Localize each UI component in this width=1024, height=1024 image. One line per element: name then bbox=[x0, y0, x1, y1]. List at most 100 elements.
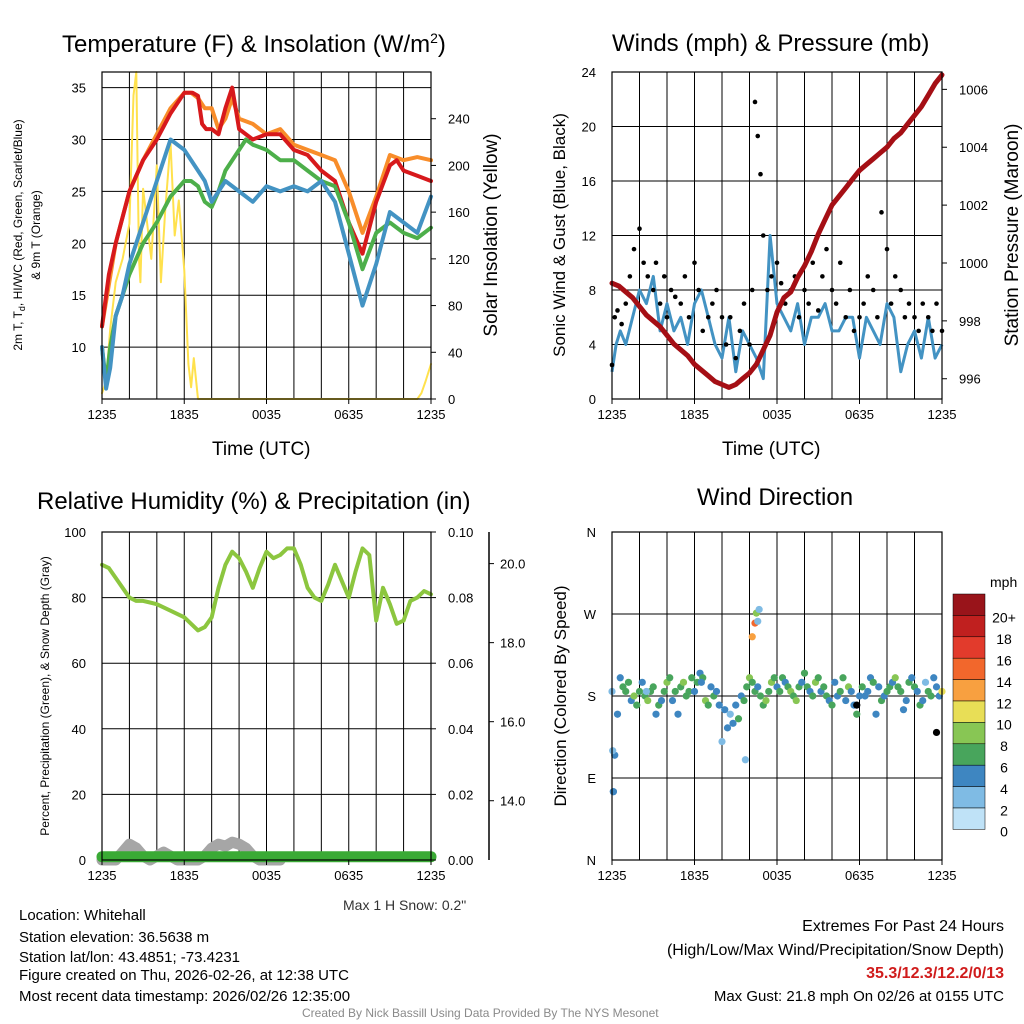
dir-legend-label: 20+ bbox=[992, 610, 1016, 626]
wind-gust-point bbox=[758, 171, 763, 177]
wind-series-pressure bbox=[609, 72, 945, 390]
dir-legend-label: 14 bbox=[996, 674, 1012, 690]
dir-point bbox=[875, 683, 883, 691]
wind-gust-point bbox=[769, 274, 774, 279]
temp-xlabel: Time (UTC) bbox=[212, 439, 311, 460]
temp-xtick-label: 0035 bbox=[252, 407, 281, 422]
dir-point bbox=[754, 683, 762, 691]
figure-created: Figure created on Thu, 2026-02-26, at 12… bbox=[19, 967, 349, 984]
dir-point bbox=[688, 674, 696, 682]
dir-point bbox=[704, 701, 712, 709]
wind-gust-point bbox=[892, 274, 898, 279]
dir-point bbox=[800, 669, 809, 677]
wind-gust-point bbox=[719, 314, 725, 320]
rh-ytick-label: 0 bbox=[79, 853, 86, 868]
dir-point bbox=[715, 701, 723, 709]
wind-ytick-label: 8 bbox=[589, 283, 596, 298]
dir-point bbox=[732, 701, 740, 709]
wind-gust-point bbox=[857, 314, 862, 320]
wind-ytick-right-label: 1004 bbox=[959, 140, 988, 155]
temp-xtick-label: 1235 bbox=[417, 407, 446, 422]
dir-point bbox=[633, 701, 641, 709]
dir-point bbox=[927, 692, 935, 700]
temp-ytick-right-label: 40 bbox=[448, 345, 462, 360]
rh-precip-tick-label: 0.08 bbox=[448, 591, 473, 606]
dir-legend-swatch bbox=[952, 764, 986, 787]
dir-point bbox=[765, 687, 773, 696]
rh-xtick-label: 0635 bbox=[334, 868, 363, 883]
wind-gust-point bbox=[705, 314, 711, 320]
rh-ytick-label: 60 bbox=[72, 656, 86, 671]
wind-gust-point bbox=[723, 342, 729, 347]
temp-chart-title: Temperature (F) & Insolation (W/m2) bbox=[62, 30, 446, 58]
extremes-subtitle: (High/Low/Max Wind/Precipitation/Snow De… bbox=[666, 942, 1004, 959]
wind-gust-point bbox=[686, 314, 692, 320]
temp-ytick-label: 10 bbox=[72, 340, 86, 355]
dir-legend-swatch bbox=[952, 636, 986, 659]
dir-point bbox=[864, 687, 872, 696]
dir-point bbox=[899, 706, 908, 714]
temp-ytick-right-label: 0 bbox=[448, 392, 455, 407]
dir-point bbox=[770, 674, 778, 682]
dir-legend-swatch bbox=[952, 807, 986, 830]
wind-gust-point bbox=[692, 260, 697, 266]
wind-xtick-label: 0035 bbox=[763, 407, 792, 422]
wind-gust-point bbox=[916, 328, 921, 334]
dir-ytick-label: W bbox=[584, 607, 597, 622]
rh-xtick-label: 1835 bbox=[170, 868, 199, 883]
wind-gust-point bbox=[806, 301, 811, 306]
dir-point bbox=[847, 687, 855, 696]
dir-point bbox=[839, 674, 847, 682]
temp-ytick-right-label: 200 bbox=[448, 158, 470, 173]
wind-gust-point bbox=[664, 314, 670, 320]
rh-precip-tick-label: 0.00 bbox=[448, 853, 473, 868]
wind-gust-point bbox=[682, 274, 688, 279]
temp-ytick-label: 25 bbox=[72, 184, 86, 199]
dir-point bbox=[913, 687, 921, 696]
dir-legend-label: 6 bbox=[1000, 760, 1008, 776]
wind-gust-point bbox=[752, 99, 758, 105]
dir-point bbox=[729, 719, 737, 727]
dir-point bbox=[674, 710, 682, 718]
wind-gust-point bbox=[851, 328, 857, 334]
rh-snow-tick-label: 18.0 bbox=[500, 636, 525, 651]
dir-point bbox=[723, 724, 732, 732]
dir-point bbox=[668, 696, 677, 705]
dir-legend-label: 12 bbox=[996, 695, 1012, 711]
dir-point bbox=[707, 683, 715, 691]
dir-point bbox=[748, 633, 756, 641]
dir-point bbox=[776, 687, 784, 696]
wind-chart-title: Winds (mph) & Pressure (mb) bbox=[612, 30, 930, 57]
wind-gust-point bbox=[774, 260, 780, 266]
wind-ytick-right-label: 996 bbox=[959, 372, 981, 387]
dir-point bbox=[644, 696, 652, 705]
dir-point bbox=[613, 710, 622, 718]
dir-point bbox=[932, 683, 941, 691]
dir-ytick-label: S bbox=[587, 689, 596, 704]
dir-point bbox=[630, 692, 638, 700]
wind-gust-point bbox=[765, 287, 770, 293]
dir-point bbox=[642, 687, 650, 696]
dir-point bbox=[748, 678, 756, 686]
dir-xtick-label: 0035 bbox=[763, 868, 792, 883]
wind-gust-point bbox=[934, 301, 939, 306]
temp-ytick-right-label: 240 bbox=[448, 112, 470, 127]
rh-snow-tick-label: 14.0 bbox=[500, 794, 525, 809]
wind-gust-point bbox=[837, 260, 843, 266]
wind-gust-point bbox=[810, 260, 816, 266]
wind-gust-point bbox=[645, 274, 651, 279]
dir-legend-swatch bbox=[952, 786, 986, 809]
dir-point bbox=[814, 674, 822, 682]
dir-legend-label: 18 bbox=[996, 631, 1012, 647]
dir-point bbox=[902, 696, 910, 705]
wind-gust-point bbox=[925, 314, 931, 320]
dir-point bbox=[762, 696, 770, 705]
wind-gust-point bbox=[902, 314, 908, 320]
dir-point bbox=[755, 605, 763, 614]
dir-point bbox=[609, 788, 617, 796]
dir-point bbox=[690, 687, 699, 696]
wind-gust-point bbox=[672, 294, 678, 300]
temp-xtick-label: 1835 bbox=[170, 407, 199, 422]
